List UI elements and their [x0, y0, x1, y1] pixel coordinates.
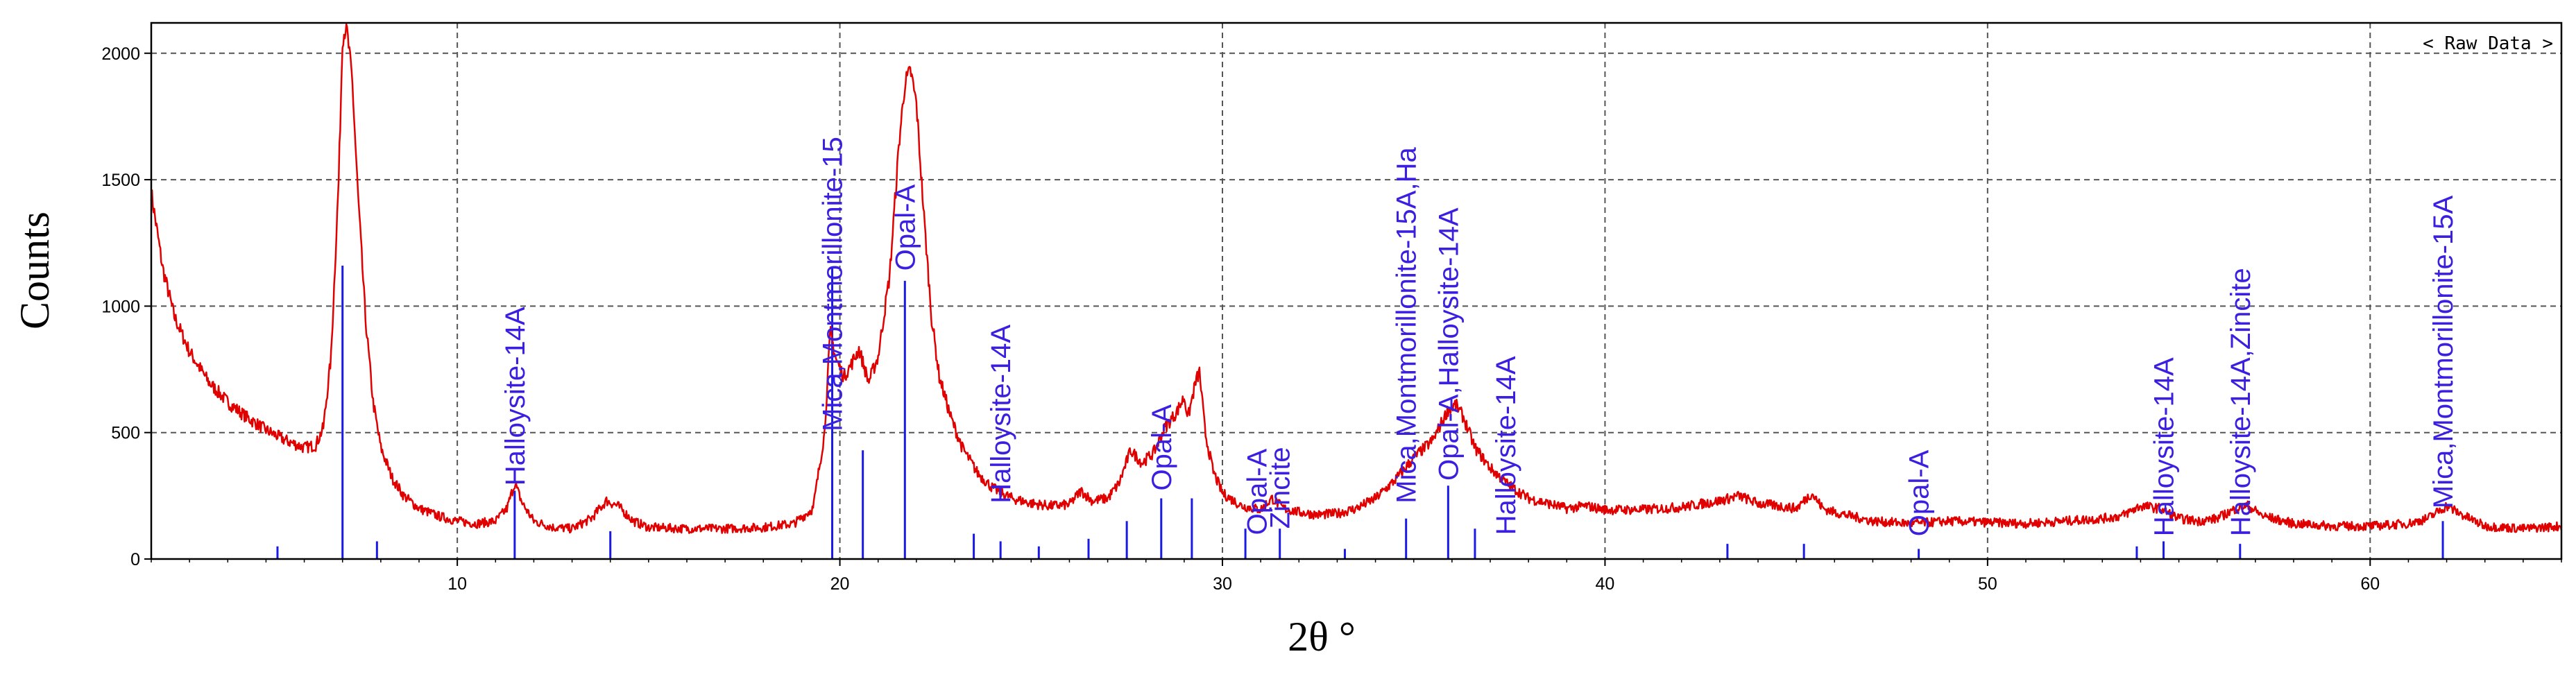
- legend-label: < Raw Data >: [2423, 33, 2553, 54]
- x-tick-label: 60: [2360, 574, 2380, 594]
- reference-sticks: [276, 266, 2444, 559]
- peak-label: Halloysite-14A: [2149, 357, 2180, 536]
- x-tick-label: 50: [1978, 574, 1997, 594]
- y-tick-label: 0: [130, 550, 140, 569]
- y-tick-label: 2000: [101, 44, 140, 64]
- peak-label: Mica,Montmorillonite-15A,Ha: [1392, 147, 1422, 504]
- y-tick-label: 1500: [101, 171, 140, 190]
- x-tick-label: 20: [830, 574, 850, 594]
- axis-layer: 0 500 1000 1500 2000 10 20 30 40 50 60: [101, 22, 2563, 594]
- peak-label: Opal-A: [1243, 449, 1273, 535]
- y-tick-label: 500: [111, 424, 140, 443]
- y-axis-title: Counts: [12, 212, 58, 329]
- peak-label: Opal-A: [1904, 449, 1935, 536]
- plot-frame: [150, 22, 2563, 560]
- peak-label: Halloysite-14A: [500, 307, 531, 485]
- peak-label: Halloysite-14A: [986, 325, 1016, 504]
- x-tick-label: 30: [1213, 574, 1232, 594]
- peak-label: Opal-A,Halloysite-14A: [1433, 207, 1464, 481]
- x-tick-label: 40: [1596, 574, 1615, 594]
- x-axis-title: 2θ °: [1288, 614, 1356, 660]
- peak-label: Mica,Montmorillonite-15: [818, 137, 848, 431]
- grid-layer: [151, 23, 2561, 559]
- pattern-layer: [150, 23, 2563, 534]
- pattern-line: [150, 23, 2563, 534]
- y-tick-label: 1000: [101, 297, 140, 316]
- peak-label: Zincite: [1265, 447, 1296, 528]
- peak-label: Mica,Montmorillonite-15A: [2428, 195, 2459, 508]
- peak-label: Halloysite-14A,Zincite: [2226, 268, 2256, 536]
- peak-label: Opal-A: [890, 184, 921, 271]
- x-tick-label: 10: [447, 574, 467, 594]
- peak-annotations: Halloysite-14A Mica,Montmorillonite-15 Opa…: [500, 137, 2459, 536]
- peak-label: Opal-A: [1147, 404, 1177, 491]
- peak-label: Halloysite-14A: [1491, 356, 1521, 535]
